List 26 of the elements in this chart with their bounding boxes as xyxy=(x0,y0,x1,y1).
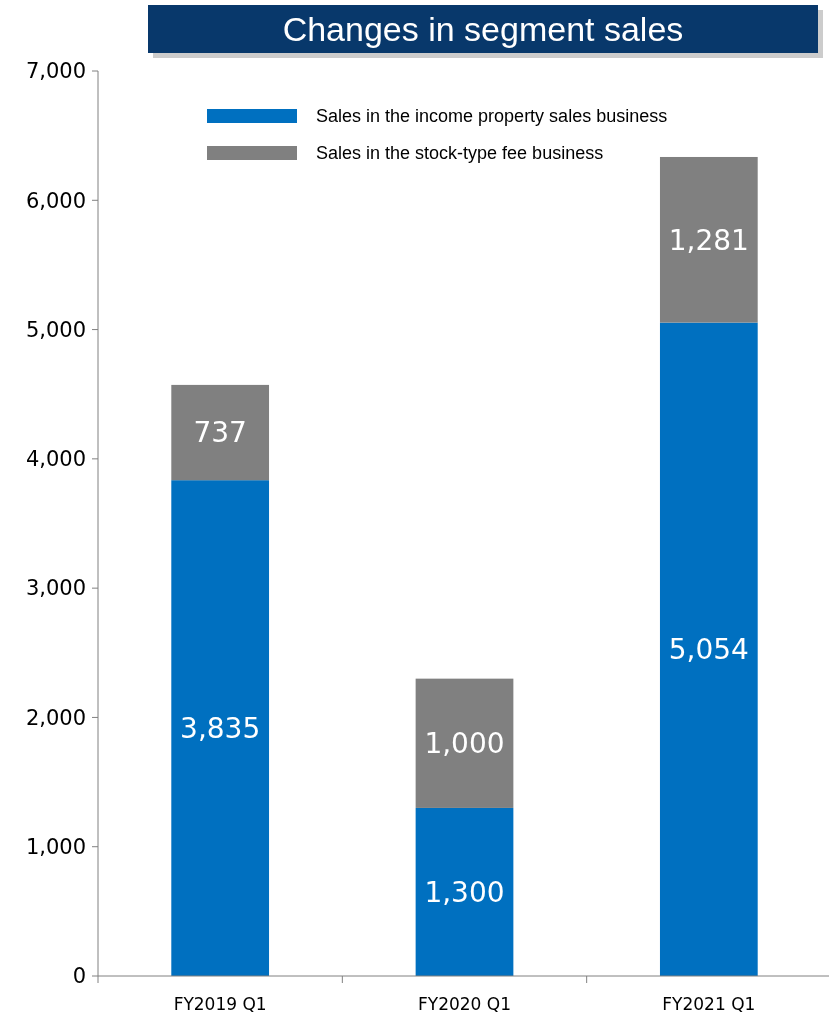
data-label: 737 xyxy=(193,416,247,450)
y-tick-label: 5,000 xyxy=(25,317,86,342)
data-label: 1,300 xyxy=(424,875,505,909)
x-tick-label: FY2019 Q1 xyxy=(173,993,267,1014)
y-tick-label: 7,000 xyxy=(25,59,86,84)
data-label: 3,835 xyxy=(180,711,261,745)
data-label: 1,281 xyxy=(668,223,749,257)
bar xyxy=(415,807,514,976)
data-label: 5,054 xyxy=(668,633,749,667)
y-tick-label: 2,000 xyxy=(25,705,86,730)
bar xyxy=(171,384,270,481)
chart-title: Changes in segment sales xyxy=(282,9,684,48)
x-tick-label: FY2020 Q1 xyxy=(417,993,512,1014)
legend-label: Sales in the income property sales business xyxy=(316,106,668,127)
x-tick-label: FY2021 Q1 xyxy=(662,993,756,1014)
y-tick-label: 4,000 xyxy=(25,447,86,472)
bar xyxy=(659,322,758,976)
y-tick-label: 6,000 xyxy=(25,188,86,213)
legend-label: Sales in the stock-type fee business xyxy=(316,143,604,164)
y-tick-label: 1,000 xyxy=(25,835,86,860)
y-tick-label: 0 xyxy=(72,964,86,989)
bar xyxy=(659,156,758,323)
bar xyxy=(171,480,270,976)
data-label: 1,000 xyxy=(424,727,505,761)
y-tick-label: 3,000 xyxy=(25,576,86,601)
bar xyxy=(415,678,514,808)
